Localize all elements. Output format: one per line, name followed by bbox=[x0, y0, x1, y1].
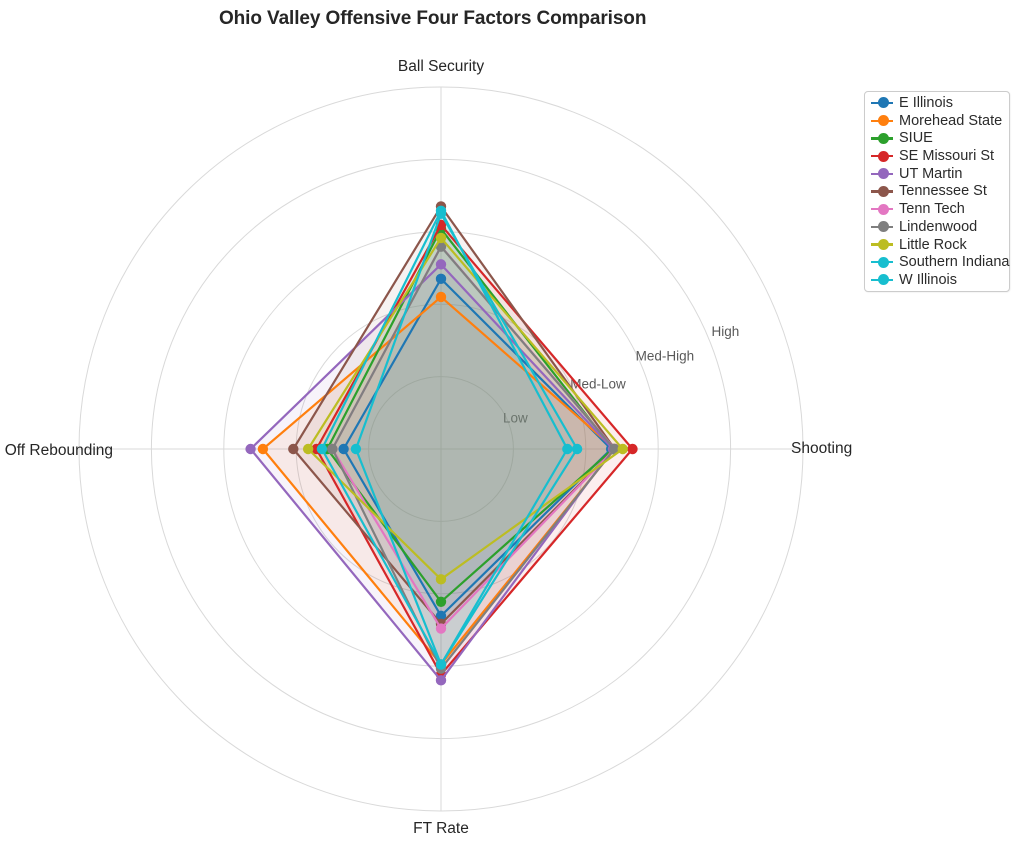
svg-text:FT Rate: FT Rate bbox=[413, 820, 469, 837]
svg-text:Off Rebounding: Off Rebounding bbox=[5, 442, 113, 459]
svg-text:Shooting: Shooting bbox=[791, 440, 852, 457]
svg-text:High: High bbox=[712, 324, 740, 339]
svg-text:Med-High: Med-High bbox=[636, 349, 695, 364]
svg-text:Ball Security: Ball Security bbox=[398, 58, 484, 75]
